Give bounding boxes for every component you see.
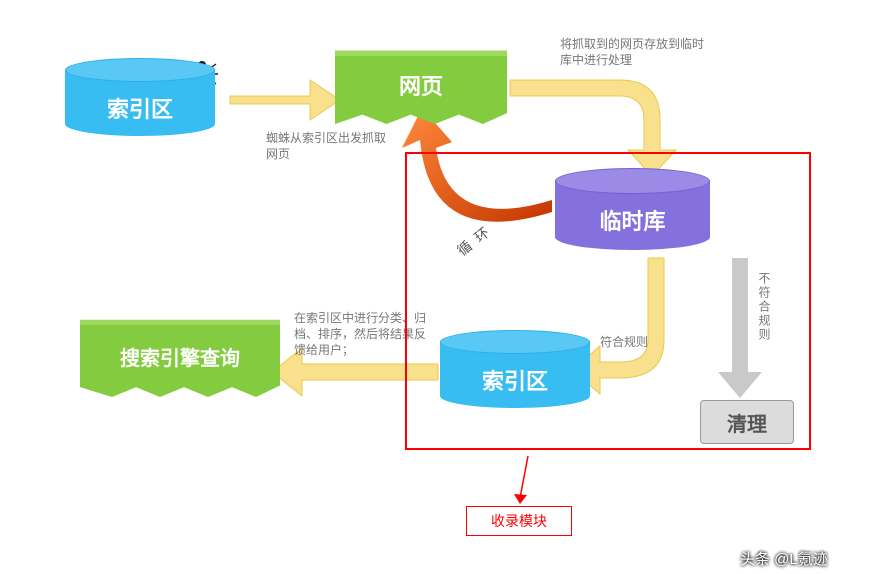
caption-spider: 蜘蛛从索引区出发抓取网页: [266, 130, 386, 162]
highlight-box: [405, 152, 811, 450]
caption-store: 将抓取到的网页存放到临时库中进行处理: [560, 36, 710, 68]
node-query: 搜索引擎查询: [80, 315, 280, 397]
node-webpage: 网页: [335, 46, 507, 124]
callout-box: 收录模块: [466, 506, 572, 536]
callout-label: 收录模块: [491, 511, 547, 531]
node-webpage-label: 网页: [399, 69, 443, 101]
callout-arrow: [514, 456, 528, 504]
node-query-label: 搜索引擎查询: [120, 342, 240, 371]
node-index-top-label: 索引区: [65, 92, 215, 124]
arrow-index-to-webpage: [230, 80, 340, 120]
watermark: 头条 @L氪迹: [740, 548, 828, 569]
node-index-top: 索引区: [65, 58, 215, 136]
diagram-canvas: 索引区 网页 临时库 索引区 搜索引擎查询 清理 蜘蛛从索引区出发抓取网页 将抓…: [0, 0, 887, 574]
